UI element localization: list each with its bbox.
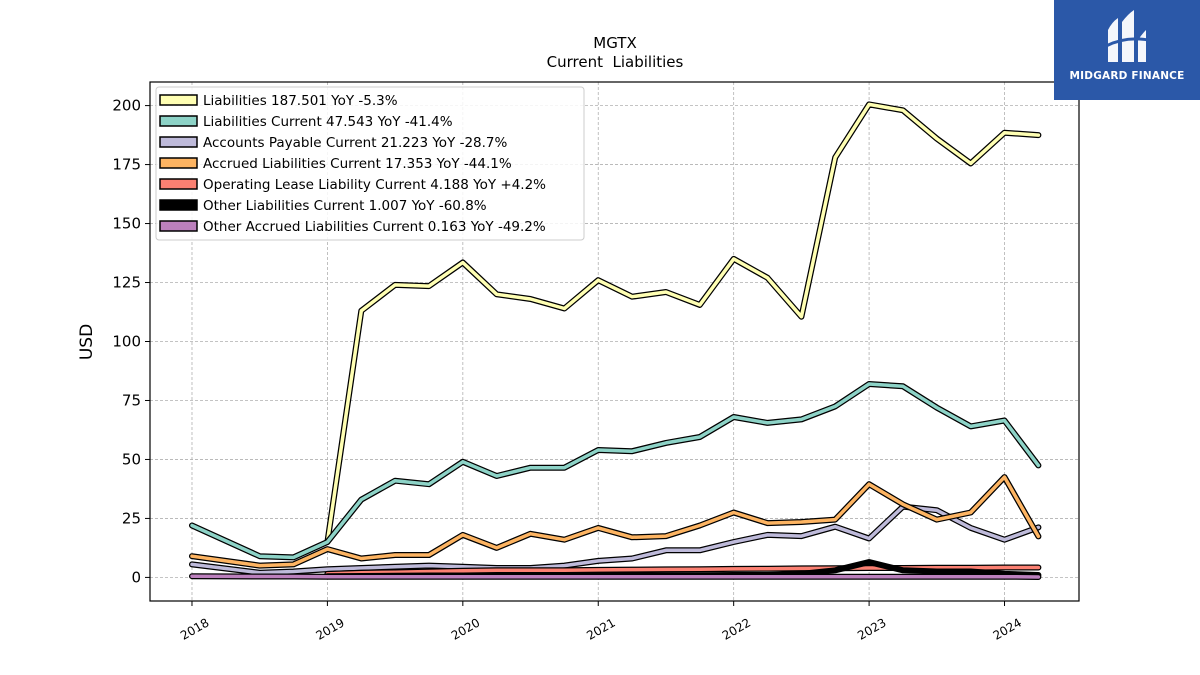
brand-logo-icon	[1054, 0, 1200, 100]
series-other-accrued-liabilities-current	[189, 573, 1042, 580]
plot-area	[189, 101, 1042, 580]
series-line	[190, 574, 1041, 579]
legend-label: Accrued Liabilities Current 17.353 YoY -…	[203, 156, 512, 172]
legend-swatch	[159, 115, 198, 127]
x-tick-label: 2024	[991, 615, 1024, 642]
series-line	[190, 504, 1041, 575]
legend-label: Other Accrued Liabilities Current 0.163 …	[203, 219, 546, 235]
series-line	[325, 102, 1041, 544]
legend: Liabilities 187.501 YoY -5.3% Liabilities…	[155, 86, 585, 241]
legend-label: Other Liabilities Current 1.007 YoY -60.…	[203, 198, 487, 214]
legend-swatch	[159, 199, 198, 211]
legend-label: Operating Lease Liability Current 4.188 …	[203, 177, 546, 193]
y-tick-label: 75	[122, 391, 141, 409]
series-line-outline	[189, 503, 1042, 576]
y-tick-label: 175	[112, 156, 141, 174]
chart-subtitle: Current Liabilities	[547, 53, 684, 71]
y-tick-label: 150	[112, 215, 141, 233]
legend-swatch	[159, 94, 198, 106]
legend-swatch	[159, 220, 198, 232]
x-tick-label: 2018	[178, 615, 211, 642]
legend-swatch	[159, 178, 198, 190]
legend-box	[155, 86, 585, 241]
y-tick-label: 0	[131, 568, 141, 586]
brand-logo: MIDGARD FINANCE	[1054, 0, 1200, 100]
series-line	[325, 565, 1041, 576]
x-tick-label: 2022	[720, 615, 753, 642]
y-tick-label: 200	[112, 97, 141, 115]
y-tick-label: 100	[112, 333, 141, 351]
x-tick-label: 2020	[449, 615, 482, 642]
series-accounts-payable-current	[189, 503, 1042, 576]
series-accrued-liabilities-current	[189, 474, 1042, 569]
x-tick-label: 2021	[584, 615, 617, 642]
series-line	[190, 475, 1041, 568]
y-tick-label: 50	[122, 450, 141, 468]
y-tick-label: 25	[122, 509, 141, 527]
brand-name: MIDGARD FINANCE	[1069, 70, 1185, 82]
y-axis-label: USD	[77, 324, 97, 360]
series-operating-lease-liability-current	[324, 564, 1042, 577]
chart-title: MGTX	[593, 34, 636, 52]
y-tick-label: 125	[112, 274, 141, 292]
legend-label: Liabilities Current 47.543 YoY -41.4%	[203, 114, 453, 130]
series-liabilities-current	[189, 381, 1042, 561]
legend-swatch	[159, 157, 198, 169]
x-tick-label: 2023	[855, 615, 888, 642]
series-line	[190, 382, 1041, 560]
legend-label: Liabilities 187.501 YoY -5.3%	[203, 93, 398, 109]
legend-swatch	[159, 136, 198, 148]
legend-label: Accounts Payable Current 21.223 YoY -28.…	[203, 135, 508, 151]
series-liabilities	[324, 101, 1042, 545]
x-tick-label: 2019	[313, 615, 346, 642]
